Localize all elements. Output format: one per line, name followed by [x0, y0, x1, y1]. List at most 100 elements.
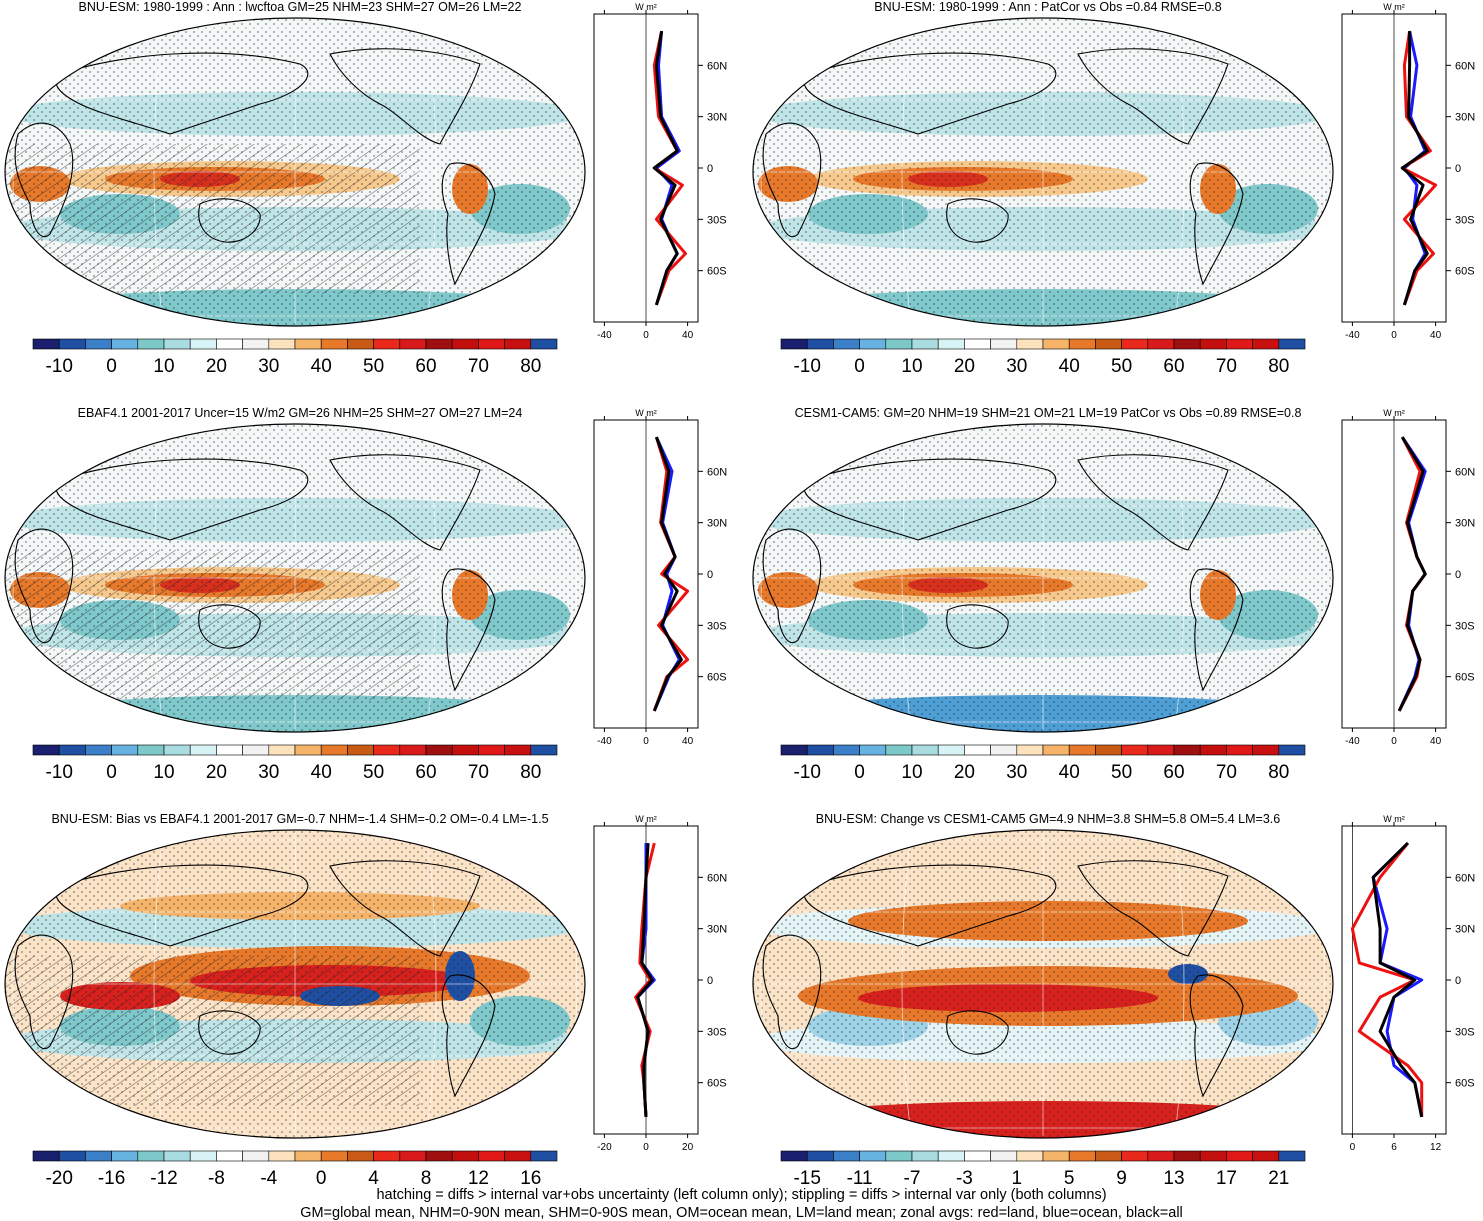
- zonal-lat-label: 30S: [707, 620, 727, 632]
- zonal-lat-label: 30S: [707, 1026, 727, 1038]
- south-america-outline: [1189, 162, 1244, 286]
- colorbar-swatch: [833, 1150, 860, 1162]
- panel-patcor-bnu: BNU-ESM: 1980-1999 : Ann : PatCor vs Obs…: [748, 0, 1483, 408]
- colorbar-label: 40: [311, 356, 332, 377]
- colorbar: -100102030405060708090: [780, 744, 1306, 783]
- colorbar-swatch: [1226, 338, 1253, 350]
- zonal-lat-label: 0: [707, 163, 713, 175]
- zonal-lat-label: 60S: [1455, 672, 1475, 684]
- colorbar-swatch: [216, 744, 243, 756]
- colorbar-swatch: [1278, 1150, 1306, 1162]
- colorbar-swatch: [320, 1150, 348, 1162]
- zonal-x-tick: -20: [597, 1142, 612, 1153]
- colorbar-swatch: [32, 1150, 60, 1162]
- colorbar-swatch: [1095, 744, 1122, 756]
- colorbar-swatch: [58, 744, 86, 756]
- colorbar-label: -4: [260, 1168, 277, 1189]
- zonal-all-line: [1400, 31, 1429, 306]
- zonal-land-line: [1350, 842, 1424, 1117]
- zonal-mean-plot: -40 0 40 W m² 60N 30N 0 30S 60S: [593, 408, 727, 747]
- colorbar-swatch: [780, 338, 808, 350]
- colorbar-swatch: [1278, 338, 1306, 350]
- colorbar-label: -16: [98, 1168, 125, 1189]
- colorbar-label: 40: [1059, 356, 1080, 377]
- colorbar-swatch: [373, 338, 401, 350]
- zonal-x-tick: 40: [1430, 736, 1442, 747]
- colorbar-label: 4: [368, 1168, 379, 1189]
- colorbar-swatch: [1095, 1150, 1122, 1162]
- zonal-lat-label: 60N: [707, 466, 727, 478]
- colorbar-swatch: [216, 1150, 243, 1162]
- colorbar-swatch: [294, 338, 322, 350]
- colorbar-swatch: [885, 744, 913, 756]
- zonal-x-tick: 0: [643, 736, 649, 747]
- north-america-outline: [329, 454, 481, 551]
- colorbar-label: 9: [1116, 1168, 1127, 1189]
- colorbar-label: -12: [150, 1168, 177, 1189]
- colorbar-swatch: [780, 1150, 808, 1162]
- colorbar-swatch: [111, 338, 139, 350]
- colorbar-swatch: [1068, 744, 1096, 756]
- colorbar-swatch: [1173, 744, 1201, 756]
- colorbar-swatch: [32, 338, 60, 350]
- colorbar-swatch: [859, 1150, 887, 1162]
- colorbar-swatch: [780, 744, 808, 756]
- africa-outline: [14, 934, 74, 1049]
- colorbar-swatch: [85, 744, 112, 756]
- colorbar-label: 21: [1268, 1168, 1289, 1189]
- panel-title: BNU-ESM: 1980-1999 : Ann : lwcftoa GM=25…: [78, 0, 522, 14]
- colorbar-label: 50: [1111, 356, 1132, 377]
- north-america-outline: [329, 860, 481, 957]
- zonal-lat-label: 30N: [1455, 112, 1475, 124]
- zonal-lat-label: 60S: [707, 266, 727, 278]
- colorbar-swatch: [373, 744, 401, 756]
- colorbar-swatch: [937, 1150, 965, 1162]
- zonal-mean-plot: -40 0 40 W m² 60N 30N 0 30S 60S: [1341, 2, 1475, 341]
- colorbar-label: 0: [854, 762, 865, 783]
- colorbar-swatch: [111, 1150, 139, 1162]
- zonal-lat-label: 30S: [1455, 620, 1475, 632]
- zonal-lat-label: 60N: [1455, 466, 1475, 478]
- colorbar-swatch: [451, 744, 479, 756]
- colorbar-label: 80: [1268, 356, 1289, 377]
- colorbar-swatch: [806, 338, 834, 350]
- colorbar-label: 60: [1163, 762, 1184, 783]
- colorbar-swatch: [85, 338, 112, 350]
- colorbar-swatch: [1252, 744, 1280, 756]
- colorbar-swatch: [1016, 1150, 1044, 1162]
- colorbar-swatch: [937, 338, 965, 350]
- colorbar-swatch: [242, 338, 270, 350]
- colorbar-label: 60: [1163, 356, 1184, 377]
- colorbar-swatch: [451, 1150, 479, 1162]
- zonal-lat-label: 60N: [1455, 60, 1475, 72]
- colorbar-swatch: [911, 338, 939, 350]
- colorbar-swatch: [163, 744, 191, 756]
- colorbar-label: 80: [520, 356, 541, 377]
- zonal-land-line: [652, 436, 690, 712]
- colorbar: -100102030405060708090: [32, 338, 558, 377]
- colorbar-swatch: [399, 1150, 427, 1162]
- colorbar-swatch: [320, 744, 348, 756]
- colorbar-swatch: [163, 338, 191, 350]
- colorbar-swatch: [478, 744, 505, 756]
- zonal-x-tick: 40: [682, 736, 694, 747]
- asia-outline: [55, 458, 309, 541]
- colorbar-swatch: [268, 744, 296, 756]
- colorbar-swatch: [137, 1150, 165, 1162]
- colorbar-swatch: [189, 744, 217, 756]
- map-plot: [4, 423, 586, 733]
- colorbar-swatch: [216, 338, 243, 350]
- colorbar-label: 8: [421, 1168, 432, 1189]
- zonal-lat-label: 60S: [1455, 266, 1475, 278]
- africa-outline: [14, 122, 74, 237]
- colorbar-label: -10: [45, 356, 72, 377]
- colorbar-label: -7: [904, 1168, 921, 1189]
- colorbar-label: 20: [954, 762, 975, 783]
- zonal-lat-label: 0: [1455, 163, 1461, 175]
- zonal-x-tick: 0: [1391, 736, 1397, 747]
- zonal-lat-label: 60S: [707, 672, 727, 684]
- panel-title: CESM1-CAM5: GM=20 NHM=19 SHM=21 OM=21 LM…: [794, 406, 1302, 420]
- colorbar-swatch: [268, 338, 296, 350]
- south-america-outline: [1189, 568, 1244, 692]
- colorbar-swatch: [1147, 338, 1175, 350]
